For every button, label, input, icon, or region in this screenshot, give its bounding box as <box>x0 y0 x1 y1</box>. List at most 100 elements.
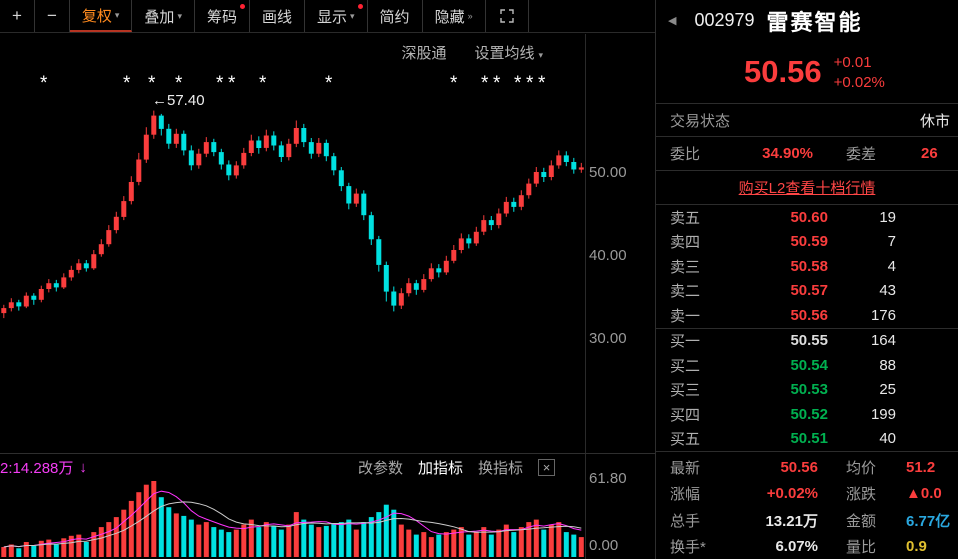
event-marker-icon[interactable]: * <box>493 73 501 94</box>
bid-label: 买二 <box>670 357 701 375</box>
commission-row: 委比 34.90% 委差 26 <box>656 137 958 171</box>
event-marker-icon[interactable]: * <box>40 73 48 94</box>
close-indicator-button[interactable]: × <box>538 458 555 476</box>
ask-volume: 7 <box>887 233 896 251</box>
ask-volume: 4 <box>887 257 896 275</box>
ask-row[interactable]: 卖四 50.59 7 <box>656 230 958 255</box>
chart-toolbar: + − 复权 ▾ 叠加 ▾ 筹码 画线 显示 ▾ 简约 隐藏 » <box>0 0 655 33</box>
bid-row[interactable]: 买一 50.55 164 <box>656 329 958 354</box>
stat-value: 6.07% <box>775 538 818 556</box>
bid-row[interactable]: 买五 50.51 40 <box>656 427 958 452</box>
bid-volume: 40 <box>879 430 896 448</box>
ask-row[interactable]: 卖三 50.58 4 <box>656 254 958 279</box>
bid-row[interactable]: 买四 50.52 199 <box>656 402 958 427</box>
bid-volume: 199 <box>870 405 896 423</box>
event-marker-icon[interactable]: * <box>123 73 131 94</box>
zoom-out-button[interactable]: − <box>35 0 70 32</box>
ask-price: 50.58 <box>790 257 828 275</box>
stat-value: +0.02% <box>766 485 818 503</box>
volume-pane[interactable] <box>0 480 585 557</box>
event-marker-icon[interactable]: * <box>526 73 534 94</box>
bid-price: 50.55 <box>790 332 828 350</box>
bid-volume: 88 <box>879 356 896 374</box>
trade-status-row: 交易状态 休市 <box>656 104 958 137</box>
price-axis-label: 50.00 <box>589 164 627 181</box>
simple-mode-button[interactable]: 简约 <box>368 0 423 32</box>
quote-header: ◀ 002979 雷赛智能 <box>656 0 958 41</box>
bid-row[interactable]: 买二 50.54 88 <box>656 353 958 378</box>
add-indicator-button[interactable]: 加指标 <box>417 459 463 477</box>
chips-label: 筹码 <box>206 8 237 26</box>
event-marker-icon[interactable]: * <box>325 73 333 94</box>
weicha-value: 26 <box>921 145 938 162</box>
book-divider <box>656 327 958 329</box>
notification-dot-icon <box>357 4 363 9</box>
price-axis-label: 30.00 <box>589 330 627 347</box>
chevrons-right-icon: » <box>467 11 473 21</box>
stat-row: 换手* 6.07% 量比 0.9 <box>656 534 958 559</box>
ask-price: 50.57 <box>790 282 828 300</box>
chevron-down-icon: ▾ <box>538 50 543 60</box>
price-axis-label: 40.00 <box>589 247 627 264</box>
ask-row[interactable]: 卖二 50.57 43 <box>656 279 958 304</box>
ask-volume: 19 <box>879 208 896 226</box>
hide-label: 隐藏 <box>434 8 465 26</box>
change-params-button[interactable]: 改参数 <box>357 459 403 477</box>
stat-label: 量比 <box>846 539 877 557</box>
fullscreen-button[interactable] <box>486 0 529 32</box>
volume-chart[interactable] <box>0 480 585 557</box>
event-marker-icon[interactable]: * <box>450 73 458 94</box>
bid-label: 买三 <box>670 382 701 400</box>
ask-row[interactable]: 卖五 50.60 19 <box>656 205 958 230</box>
axis-divider <box>585 34 586 559</box>
zoom-in-button[interactable]: + <box>0 0 35 32</box>
ask-label: 卖二 <box>670 283 701 301</box>
bid-row[interactable]: 买三 50.53 25 <box>656 378 958 403</box>
event-marker-icon[interactable]: * <box>538 73 546 94</box>
ask-label: 卖四 <box>670 234 701 252</box>
bid-price: 50.51 <box>790 430 828 448</box>
switch-indicator-button[interactable]: 换指标 <box>477 459 523 477</box>
display-label: 显示 <box>317 8 348 26</box>
stat-value: 0.9 <box>906 538 927 556</box>
draw-line-label: 画线 <box>261 8 292 26</box>
plus-icon: + <box>12 6 22 25</box>
ask-volume: 176 <box>870 306 896 324</box>
event-marker-icon[interactable]: * <box>148 73 156 94</box>
price-block: 50.56 +0.01 +0.02% <box>656 41 958 104</box>
adjust-price-button[interactable]: 复权 ▾ <box>69 0 133 32</box>
stat-value: 50.56 <box>780 458 818 476</box>
overlay-label: 叠加 <box>144 8 175 26</box>
event-marker-icon[interactable]: * <box>259 73 267 94</box>
trade-status-value: 休市 <box>919 112 950 130</box>
event-marker-icon[interactable]: * <box>481 73 489 94</box>
quote-panel: ◀ 002979 雷赛智能 50.56 +0.01 +0.02% 交易状态 休市… <box>655 0 958 559</box>
event-marker-icon[interactable]: * <box>216 73 224 94</box>
candlestick-pane[interactable]: 深股通 设置均线 ▾ * * * * * * * * * * * * * * ←57.40 <box>0 34 585 453</box>
stat-value: 13.21万 <box>765 512 818 530</box>
ask-volume: 43 <box>879 282 896 300</box>
draw-line-button[interactable]: 画线 <box>250 0 305 32</box>
chips-button[interactable]: 筹码 <box>195 0 250 32</box>
overlay-button[interactable]: 叠加 ▾ <box>132 0 195 32</box>
hide-button[interactable]: 隐藏 » <box>423 0 486 32</box>
weibi-value: 34.90% <box>762 145 813 162</box>
ma-settings-button[interactable]: 设置均线 ▾ <box>474 42 543 63</box>
event-marker-icon[interactable]: * <box>228 73 236 94</box>
event-marker-icon[interactable]: * <box>175 73 183 94</box>
bid-volume: 25 <box>879 381 896 399</box>
last-price: 50.56 <box>744 54 822 89</box>
collapse-panel-button[interactable]: ◀ <box>668 15 677 27</box>
candlestick-chart[interactable] <box>0 34 585 453</box>
l2-quote-link[interactable]: 购买L2查看十档行情 <box>738 180 876 197</box>
ask-row[interactable]: 卖一 50.56 176 <box>656 303 958 328</box>
display-button[interactable]: 显示 ▾ <box>305 0 368 32</box>
event-marker-icon[interactable]: * <box>514 73 522 94</box>
ask-price: 50.56 <box>790 306 828 324</box>
stat-label: 金额 <box>846 512 877 530</box>
stat-label: 换手* <box>670 539 706 557</box>
stat-label: 总手 <box>670 512 701 530</box>
stat-label: 涨跌 <box>846 486 877 504</box>
order-book: 卖五 50.60 19 卖四 50.59 7 卖三 50.58 4 卖二 50.… <box>656 205 958 451</box>
chevron-down-icon: ▾ <box>177 10 182 21</box>
